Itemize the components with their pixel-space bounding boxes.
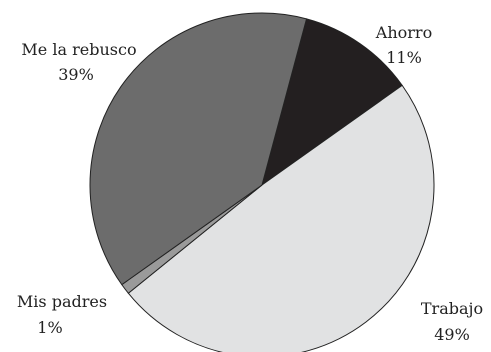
label-ahorro-pct: 11% xyxy=(386,48,422,67)
label-me-la-rebusco-name: Me la rebusco xyxy=(21,40,136,59)
label-trabajo-pct: 49% xyxy=(434,325,470,344)
label-ahorro-name: Ahorro xyxy=(375,23,432,42)
slice-trabajo xyxy=(127,84,435,352)
label-mis-padres-pct: 1% xyxy=(37,318,62,337)
pie-slices xyxy=(89,12,435,352)
label-trabajo-name: Trabajo xyxy=(421,299,483,318)
label-mis-padres-name: Mis padres xyxy=(17,292,107,311)
slice-me-la-rebusco xyxy=(89,12,308,286)
slice-ahorro xyxy=(261,18,403,186)
label-me-la-rebusco-pct: 39% xyxy=(58,65,94,84)
